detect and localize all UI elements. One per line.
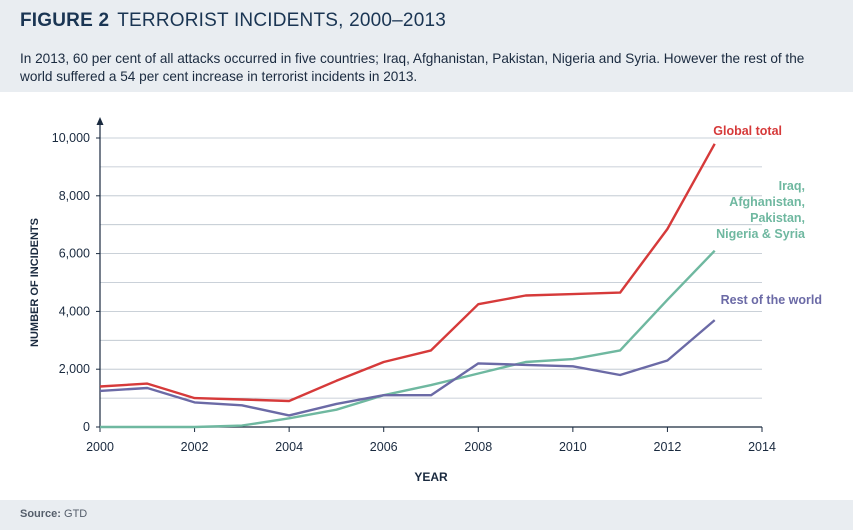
y-tick-label: 0: [83, 420, 90, 434]
series-label-line: Rest of the world: [721, 293, 822, 307]
x-tick-label: 2002: [181, 440, 209, 454]
series-line-global-total: [99, 143, 716, 403]
series-label-five-countries: Iraq, Afghanistan, Pakistan, Nigeria & Syri…: [716, 179, 806, 241]
source-value: GTD: [64, 508, 88, 520]
x-tick-label: 2004: [275, 440, 303, 454]
figure-number: FIGURE 2: [20, 10, 110, 31]
x-tick-label: 2006: [370, 440, 398, 454]
source-label: Source:: [20, 508, 61, 520]
y-tick-label: 2,000: [59, 362, 90, 376]
source-note: Source: GTD: [20, 508, 87, 520]
x-tick-label: 2010: [559, 440, 587, 454]
figure-subtitle: In 2013, 60 per cent of all attacks occu…: [20, 51, 805, 84]
series-line-rest-of-world: [99, 319, 716, 417]
series-line-five-countries: [100, 249, 716, 429]
series-label-line: Nigeria & Syria: [716, 227, 806, 241]
x-tick-label: 2008: [464, 440, 492, 454]
y-axis-title: NUMBER OF INCIDENTS: [29, 218, 41, 347]
series-label-global-total: Global total: [713, 124, 782, 138]
figure-title-text: TERRORIST INCIDENTS, 2000–2013: [117, 10, 447, 31]
y-tick-label: 6,000: [59, 247, 90, 261]
plot-area-background: [0, 92, 853, 500]
y-tick-label: 8,000: [59, 189, 90, 203]
series-label-line: Global total: [713, 124, 782, 138]
series-label-line: Iraq,: [779, 179, 805, 193]
y-axis-arrow: [96, 117, 104, 125]
series-label-line: Pakistan,: [750, 211, 805, 225]
x-tick-label: 2014: [748, 440, 776, 454]
y-tick-label: 10,000: [52, 131, 90, 145]
series-label-line: Afghanistan,: [729, 195, 805, 209]
x-tick-label: 2000: [86, 440, 114, 454]
y-tick-label: 4,000: [59, 304, 90, 318]
x-axis-title: YEAR: [414, 470, 448, 484]
figure-title: FIGURE 2 TERRORIST INCIDENTS, 2000–2013: [20, 10, 446, 32]
series-label-rest-of-world: Rest of the world: [721, 293, 822, 307]
x-tick-label: 2012: [654, 440, 682, 454]
